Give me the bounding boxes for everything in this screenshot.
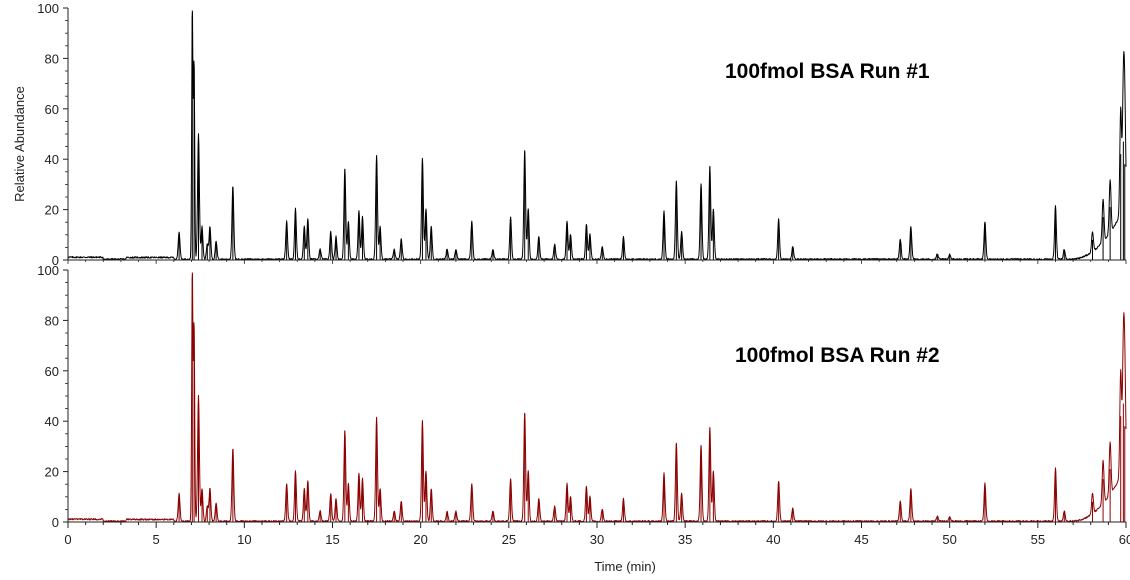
- y-axis-title: Relative Abundance: [12, 86, 27, 202]
- y-tick-label: 40: [45, 152, 59, 167]
- y-tick-label: 0: [52, 515, 59, 530]
- y-tick-label: 20: [45, 203, 59, 218]
- x-axis-title: Time (min): [594, 559, 656, 574]
- y-tick-label: 40: [45, 414, 59, 429]
- x-tick-label: 40: [766, 532, 780, 547]
- chromatogram-trace: [67, 272, 1127, 523]
- y-tick-label: 60: [45, 364, 59, 379]
- chromatogram-panel-run-1: 0 20 40 60 80 100 100fmol BSA Run #1 Relative…: [12, 1, 1127, 268]
- x-tick-label: 10: [237, 532, 251, 547]
- y-tick-label: 20: [45, 465, 59, 480]
- x-tick-label: 15: [325, 532, 339, 547]
- x-tick-label: 20: [413, 532, 427, 547]
- x-tick-label: 55: [1031, 532, 1045, 547]
- x-tick-label: 30: [590, 532, 604, 547]
- x-tick-label: 35: [678, 532, 692, 547]
- y-tick-label: 60: [45, 102, 59, 117]
- y-tick-label: 0: [52, 253, 59, 268]
- chromatogram-series-line: [67, 273, 1127, 523]
- x-tick-label: 0: [64, 532, 71, 547]
- run-title: 100fmol BSA Run #1: [725, 60, 930, 83]
- chromatogram-series-line: [67, 11, 1127, 261]
- run-title: 100fmol BSA Run #2: [735, 344, 940, 367]
- x-tick-label: 45: [854, 532, 868, 547]
- x-tick-label: 50: [942, 532, 956, 547]
- x-tick-label: 60: [1119, 532, 1130, 547]
- x-tick-label: 5: [153, 532, 160, 547]
- y-tick-group: 0 20 40 60 80 100: [37, 1, 68, 268]
- y-tick-label: 80: [45, 313, 59, 328]
- y-tick-label: 100: [37, 263, 59, 278]
- x-tick-label: 25: [502, 532, 516, 547]
- y-tick-label: 100: [37, 1, 59, 16]
- y-tick-label: 80: [45, 51, 59, 66]
- chromatogram-panel-run-2: 0 20 40 60 80 100 0 5 10 15 20 25 30 35 40 45 50 55 60 10…: [37, 263, 1130, 574]
- x-tick-group: 0 5 10 15 20 25 30 35 40 45 50 55 60: [64, 522, 1130, 547]
- chromatogram-trace: [67, 10, 1127, 261]
- x-tick-group: [67, 260, 1127, 264]
- y-tick-group: 0 20 40 60 80 100: [37, 263, 68, 530]
